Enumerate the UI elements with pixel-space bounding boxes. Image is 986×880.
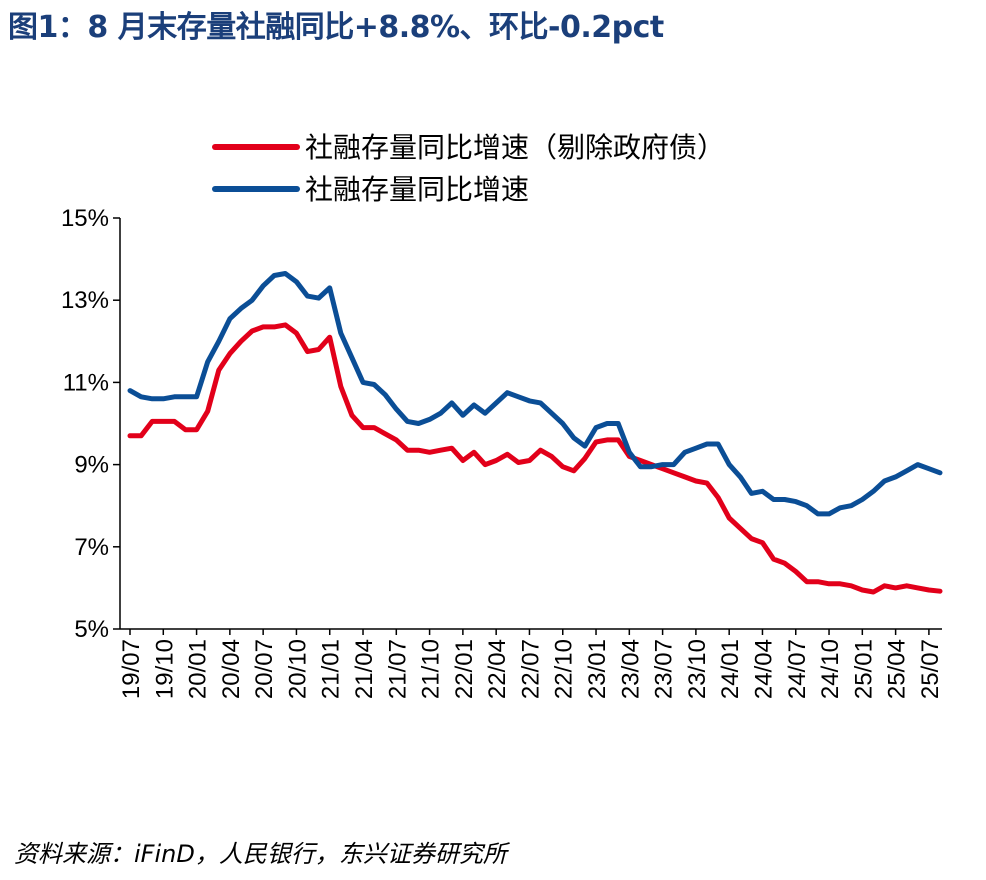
- x-axis: 19/07 19/10 20/01 20/04 20/07 20/10 21/01 21/04…: [118, 628, 944, 699]
- x-tick-label: 22/01: [451, 639, 478, 699]
- chart-title: 图1：8 月末存量社融同比+8.8%、环比-0.2pct: [8, 10, 664, 45]
- x-tick-label: 23/10: [684, 639, 711, 699]
- x-tick-label: 21/07: [384, 639, 411, 699]
- x-tick-label: 20/04: [218, 639, 245, 699]
- x-tick-label: 22/04: [484, 639, 511, 699]
- legend: 社融存量同比增速（剔除政府债） 社融存量同比增速: [212, 131, 725, 206]
- x-tick-label: 20/07: [251, 639, 278, 699]
- legend-label: 社融存量同比增速: [305, 173, 529, 206]
- source-note: 资料来源：iFinD，人民银行，东兴证券研究所: [14, 840, 507, 868]
- x-tick-label: 20/01: [185, 639, 212, 699]
- x-tick-label: 25/07: [917, 639, 944, 699]
- x-tick-label: 21/10: [418, 639, 445, 699]
- series-line-total: [127, 271, 943, 517]
- x-tick-label: 21/04: [351, 639, 378, 699]
- x-tick-label: 22/10: [551, 639, 578, 699]
- series-line-excl-gov-bonds: [127, 322, 943, 595]
- x-tick-label: 24/07: [784, 639, 811, 699]
- x-tick-label: 24/01: [717, 639, 744, 699]
- legend-label: 社融存量同比增速（剔除政府债）: [305, 131, 725, 164]
- x-tick-label: 23/01: [584, 639, 611, 699]
- x-tick-label: 22/07: [517, 639, 544, 699]
- x-tick-label: 24/04: [750, 639, 777, 699]
- x-tick-label: 20/10: [284, 639, 311, 699]
- x-tick-label: 19/07: [118, 639, 145, 699]
- x-tick-label: 19/10: [151, 639, 178, 699]
- x-tick-label: 23/04: [617, 639, 644, 699]
- y-tick-label: 13%: [61, 287, 109, 314]
- y-tick-label: 11%: [63, 369, 109, 396]
- x-tick-label: 23/07: [651, 639, 678, 699]
- y-tick-label: 5%: [74, 616, 109, 643]
- x-tick-label: 25/04: [884, 639, 911, 699]
- y-tick-label: 7%: [74, 534, 109, 561]
- x-tick-label: 25/01: [850, 639, 877, 699]
- y-tick-label: 9%: [74, 452, 109, 479]
- y-axis: 5% 7% 9% 11% 13% 15%: [61, 205, 121, 643]
- x-tick-label: 21/01: [318, 639, 345, 699]
- series-lines: [127, 271, 943, 595]
- y-tick-label: 15%: [61, 205, 109, 232]
- line-chart: 社融存量同比增速（剔除政府债）社融存量同比增速 5%7%9%11%13%15% …: [61, 131, 944, 699]
- x-tick-label: 24/10: [817, 639, 844, 699]
